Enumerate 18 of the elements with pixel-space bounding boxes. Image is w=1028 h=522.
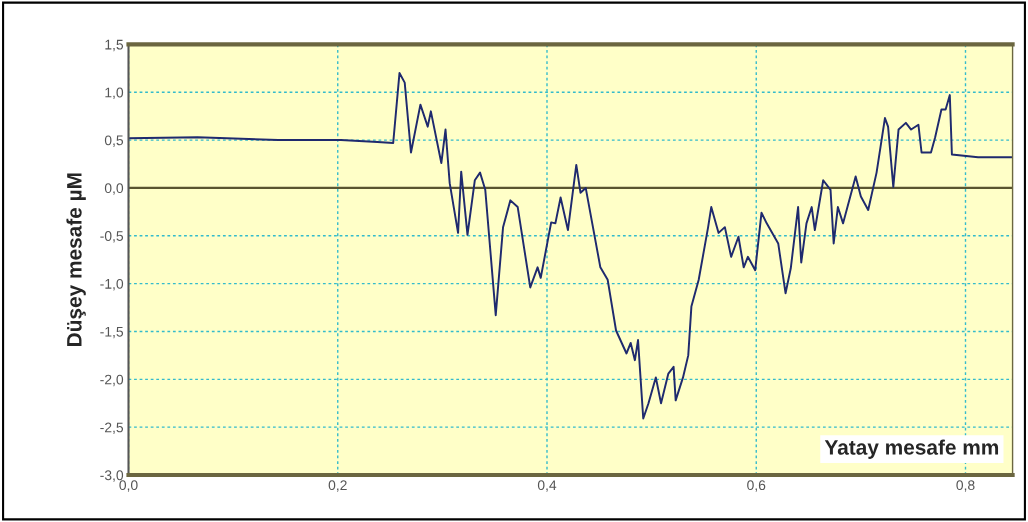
x-tick-label: 0,4 <box>537 480 557 492</box>
y-axis-title: Düşey mesafe µM <box>66 173 86 346</box>
x-tick-label: 0,0 <box>119 480 138 492</box>
x-axis-title: Yatay mesafe mm <box>824 439 999 459</box>
y-tick-label: -3,0 <box>100 470 124 482</box>
y-tick-label: 0,0 <box>104 183 124 195</box>
y-tick-label: -2,0 <box>100 374 124 387</box>
y-tick-label: -1,0 <box>100 278 124 291</box>
y-tick-label: -1,5 <box>100 326 124 339</box>
y-tick-label: 0,5 <box>104 135 124 147</box>
x-tick-label: 0,6 <box>747 480 766 492</box>
x-tick-label: 0,2 <box>328 480 347 492</box>
line-series <box>128 72 1013 420</box>
y-tick-label: 1,0 <box>105 87 124 100</box>
y-tick-label: 1,5 <box>105 39 124 52</box>
y-tick-label: -2,5 <box>100 422 124 434</box>
x-tick-label: 0,8 <box>956 480 975 492</box>
y-tick-label: -0,5 <box>100 231 124 243</box>
